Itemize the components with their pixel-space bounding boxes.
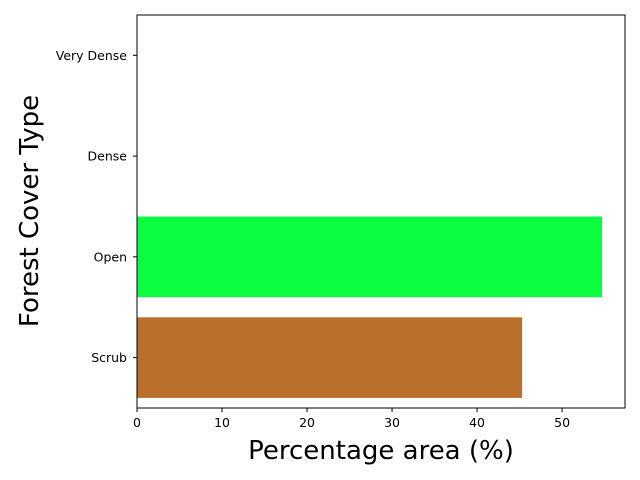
bar-open <box>137 216 603 298</box>
y-tick-label: Dense <box>88 149 128 164</box>
x-tick-label: 40 <box>469 415 485 430</box>
x-axis-title: Percentage area (%) <box>248 436 514 466</box>
x-tick-label: 30 <box>384 415 400 430</box>
y-tick-label: Very Dense <box>56 48 128 63</box>
plot-frame <box>136 14 626 409</box>
y-axis-ticks: Scrub Open Dense Very Dense <box>56 48 137 365</box>
x-tick-label: 10 <box>214 415 230 430</box>
bars-group <box>137 216 603 398</box>
y-tick-label: Open <box>94 249 127 264</box>
x-tick-label: 50 <box>554 415 570 430</box>
y-axis-title: Forest Cover Type <box>15 95 45 327</box>
bar-scrub <box>137 317 523 398</box>
x-tick-label: 20 <box>299 415 315 430</box>
x-axis-ticks: 0 10 20 30 40 50 <box>133 408 570 430</box>
y-tick-label: Scrub <box>91 350 127 365</box>
x-tick-label: 0 <box>133 415 141 430</box>
